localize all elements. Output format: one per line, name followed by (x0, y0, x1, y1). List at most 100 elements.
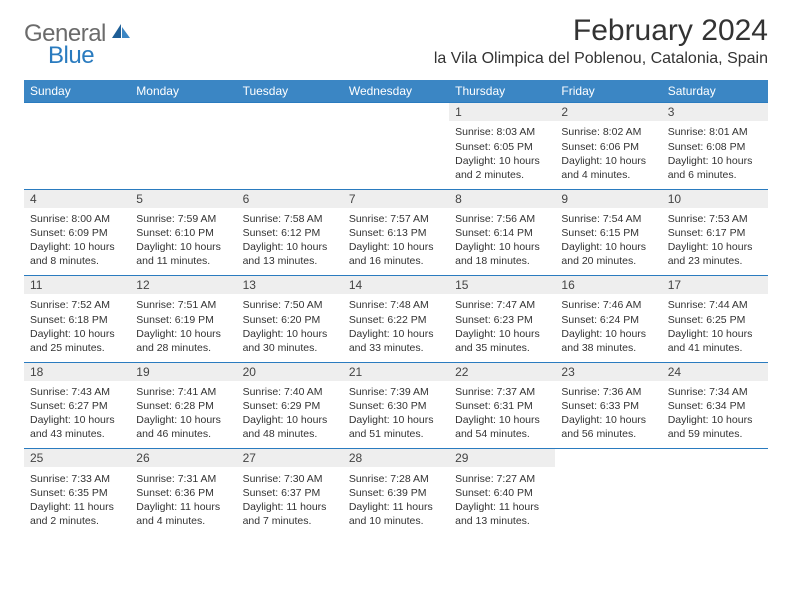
day-number-cell: 11 (24, 276, 130, 295)
day-detail-row: Sunrise: 8:00 AMSunset: 6:09 PM Daylight:… (24, 208, 768, 276)
sunrise-text: Sunrise: 7:46 AM (561, 298, 655, 312)
sunset-text: Sunset: 6:23 PM (455, 313, 549, 327)
daylight-text: Daylight: 10 hours and 35 minutes. (455, 327, 549, 355)
sunset-text: Sunset: 6:37 PM (243, 486, 337, 500)
day-detail-row: Sunrise: 7:43 AMSunset: 6:27 PMDaylight:… (24, 381, 768, 449)
title-block: February 2024 la Vila Olimpica del Poble… (434, 14, 768, 68)
daylight-text: Daylight: 10 hours and 51 minutes. (349, 413, 443, 441)
weekday-header: Saturday (662, 80, 768, 103)
sunset-text: Sunset: 6:22 PM (349, 313, 443, 327)
day-detail-cell: Sunrise: 7:28 AMSunset: 6:39 PMDaylight:… (343, 467, 449, 535)
daylight-text: Daylight: 11 hours and 2 minutes. (30, 500, 124, 528)
sunrise-text: Sunrise: 7:40 AM (243, 385, 337, 399)
daylight-text: Daylight: 10 hours and 54 minutes. (455, 413, 549, 441)
daylight-text: Daylight: 10 hours and 11 minutes. (136, 240, 230, 268)
day-number-cell: 27 (237, 449, 343, 468)
sunset-text: Sunset: 6:08 PM (668, 140, 762, 154)
day-number-cell: 24 (662, 362, 768, 381)
sunset-text: Sunset: 6:36 PM (136, 486, 230, 500)
calendar-page: General February 2024 la Vila Olimpica d… (0, 0, 792, 545)
day-number-cell (24, 103, 130, 122)
daylight-text: Daylight: 10 hours and 2 minutes. (455, 154, 549, 182)
sunrise-text: Sunrise: 7:36 AM (561, 385, 655, 399)
day-detail-cell: Sunrise: 7:33 AMSunset: 6:35 PMDaylight:… (24, 467, 130, 535)
day-number-cell (662, 449, 768, 468)
sunrise-text: Sunrise: 7:34 AM (668, 385, 762, 399)
sunset-text: Sunset: 6:14 PM (455, 226, 549, 240)
daylight-text: Daylight: 10 hours and 6 minutes. (668, 154, 762, 182)
sunrise-text: Sunrise: 8:02 AM (561, 125, 655, 139)
sunset-text: Sunset: 6:33 PM (561, 399, 655, 413)
day-detail-cell (343, 121, 449, 189)
day-detail-cell: Sunrise: 7:36 AMSunset: 6:33 PMDaylight:… (555, 381, 661, 449)
day-detail-cell: Sunrise: 7:31 AMSunset: 6:36 PMDaylight:… (130, 467, 236, 535)
sunrise-text: Sunrise: 8:00 AM (30, 212, 124, 226)
day-detail-cell: Sunrise: 8:02 AMSunset: 6:06 PMDaylight:… (555, 121, 661, 189)
day-number-cell: 23 (555, 362, 661, 381)
day-number-cell: 12 (130, 276, 236, 295)
day-number-cell: 15 (449, 276, 555, 295)
daylight-text: Daylight: 11 hours and 10 minutes. (349, 500, 443, 528)
weekday-header: Wednesday (343, 80, 449, 103)
daylight-text: Daylight: 10 hours and 41 minutes. (668, 327, 762, 355)
day-detail-cell (555, 467, 661, 535)
day-detail-cell: Sunrise: 7:58 AMSunset: 6:12 PMDaylight:… (237, 208, 343, 276)
sunset-text: Sunset: 6:31 PM (455, 399, 549, 413)
day-number-cell: 18 (24, 362, 130, 381)
day-number-cell (130, 103, 236, 122)
day-detail-cell (24, 121, 130, 189)
sunrise-text: Sunrise: 7:31 AM (136, 472, 230, 486)
day-detail-cell: Sunrise: 7:46 AMSunset: 6:24 PMDaylight:… (555, 294, 661, 362)
sunset-text: Sunset: 6:05 PM (455, 140, 549, 154)
sunset-text: Sunset: 6:17 PM (668, 226, 762, 240)
day-number-row: 18192021222324 (24, 362, 768, 381)
daylight-text: Daylight: 10 hours and 28 minutes. (136, 327, 230, 355)
sunrise-text: Sunrise: 7:41 AM (136, 385, 230, 399)
day-detail-cell: Sunrise: 8:00 AMSunset: 6:09 PMDaylight:… (24, 208, 130, 276)
day-detail-row: Sunrise: 7:33 AMSunset: 6:35 PMDaylight:… (24, 467, 768, 535)
day-detail-cell: Sunrise: 7:56 AMSunset: 6:14 PMDaylight:… (449, 208, 555, 276)
day-number-row: 123 (24, 103, 768, 122)
day-detail-cell: Sunrise: 7:41 AMSunset: 6:28 PMDaylight:… (130, 381, 236, 449)
day-number-cell: 28 (343, 449, 449, 468)
day-number-cell: 10 (662, 189, 768, 208)
day-detail-cell: Sunrise: 7:54 AMSunset: 6:15 PMDaylight:… (555, 208, 661, 276)
day-number-cell: 5 (130, 189, 236, 208)
day-number-cell: 1 (449, 103, 555, 122)
day-number-cell: 17 (662, 276, 768, 295)
day-detail-cell: Sunrise: 7:52 AMSunset: 6:18 PMDaylight:… (24, 294, 130, 362)
daylight-text: Daylight: 10 hours and 18 minutes. (455, 240, 549, 268)
sunrise-text: Sunrise: 7:59 AM (136, 212, 230, 226)
day-detail-cell: Sunrise: 7:43 AMSunset: 6:27 PMDaylight:… (24, 381, 130, 449)
sunrise-text: Sunrise: 7:28 AM (349, 472, 443, 486)
day-detail-cell: Sunrise: 7:47 AMSunset: 6:23 PMDaylight:… (449, 294, 555, 362)
day-detail-cell (662, 467, 768, 535)
day-detail-row: Sunrise: 8:03 AMSunset: 6:05 PMDaylight:… (24, 121, 768, 189)
daylight-text: Daylight: 10 hours and 56 minutes. (561, 413, 655, 441)
daylight-text: Daylight: 10 hours and 33 minutes. (349, 327, 443, 355)
location-subtitle: la Vila Olimpica del Poblenou, Catalonia… (434, 50, 768, 68)
sunrise-text: Sunrise: 7:53 AM (668, 212, 762, 226)
sunrise-text: Sunrise: 7:33 AM (30, 472, 124, 486)
day-number-cell: 4 (24, 189, 130, 208)
weekday-header-row: Sunday Monday Tuesday Wednesday Thursday… (24, 80, 768, 103)
day-number-cell: 7 (343, 189, 449, 208)
sunrise-text: Sunrise: 7:48 AM (349, 298, 443, 312)
sunset-text: Sunset: 6:39 PM (349, 486, 443, 500)
weekday-header: Tuesday (237, 80, 343, 103)
daylight-text: Daylight: 11 hours and 13 minutes. (455, 500, 549, 528)
sunrise-text: Sunrise: 7:30 AM (243, 472, 337, 486)
daylight-text: Daylight: 10 hours and 20 minutes. (561, 240, 655, 268)
day-number-cell: 3 (662, 103, 768, 122)
day-number-row: 11121314151617 (24, 276, 768, 295)
day-detail-row: Sunrise: 7:52 AMSunset: 6:18 PMDaylight:… (24, 294, 768, 362)
day-number-cell: 8 (449, 189, 555, 208)
day-detail-cell: Sunrise: 7:30 AMSunset: 6:37 PMDaylight:… (237, 467, 343, 535)
sunrise-text: Sunrise: 7:37 AM (455, 385, 549, 399)
sunset-text: Sunset: 6:09 PM (30, 226, 124, 240)
month-title: February 2024 (434, 14, 768, 48)
sunset-text: Sunset: 6:35 PM (30, 486, 124, 500)
day-detail-cell: Sunrise: 7:27 AMSunset: 6:40 PMDaylight:… (449, 467, 555, 535)
day-detail-cell: Sunrise: 8:01 AMSunset: 6:08 PMDaylight:… (662, 121, 768, 189)
day-detail-cell (130, 121, 236, 189)
